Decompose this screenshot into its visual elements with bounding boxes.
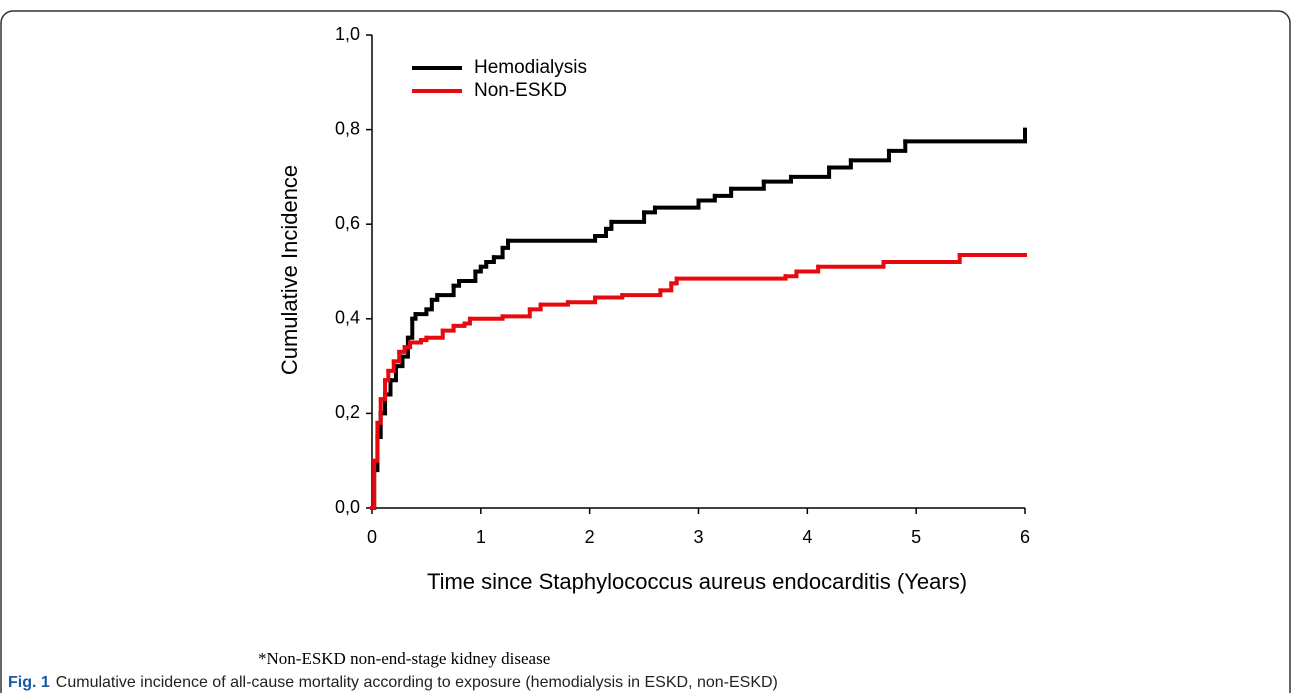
step-segment <box>712 186 734 198</box>
step-segment <box>457 269 478 283</box>
step-segment <box>593 226 608 239</box>
y-tick-label: 0,2 <box>335 402 360 422</box>
figure-frame <box>0 10 1291 693</box>
step-segment <box>696 193 717 203</box>
step-segment <box>391 349 402 364</box>
step-segment <box>603 219 614 231</box>
legend-label: Non-ESKD <box>474 80 567 101</box>
x-tick-label: 4 <box>802 527 812 547</box>
step-segment <box>506 234 598 243</box>
step-segment <box>435 283 456 298</box>
step-segment <box>881 252 962 265</box>
step-segment <box>491 245 505 260</box>
step-segment <box>620 288 663 298</box>
step-segment <box>565 295 598 305</box>
caption-text: Cumulative incidence of all-cause mortal… <box>56 674 778 691</box>
x-tick-label: 2 <box>585 527 595 547</box>
footnote: *Non-ESKD non-end-stage kidney disease <box>258 649 550 668</box>
step-segment <box>674 274 788 281</box>
step-segment <box>609 210 647 224</box>
step-segment <box>424 328 445 340</box>
step-segment <box>827 158 853 170</box>
step-segment <box>370 458 377 510</box>
step-segment <box>761 174 794 184</box>
legend-label: Hemodialysis <box>474 57 587 78</box>
step-segment <box>500 238 511 250</box>
step-segment <box>789 165 832 179</box>
step-segment <box>593 293 625 300</box>
x-tick-label: 5 <box>911 527 921 547</box>
x-axis-label: Time since Staphylococcus aureus endocar… <box>427 569 967 594</box>
y-tick-label: 0,6 <box>335 213 360 233</box>
step-segment <box>658 281 674 293</box>
step-segment <box>383 368 391 383</box>
y-axis-label: Cumulative Incidence <box>277 165 302 375</box>
y-tick-label: 0,8 <box>335 118 360 138</box>
step-segment <box>729 179 766 191</box>
step-segment <box>378 378 388 402</box>
step-segment <box>794 264 821 274</box>
step-segment <box>424 297 434 312</box>
step-segment <box>467 314 505 321</box>
x-tick-label: 0 <box>367 527 377 547</box>
step-segment <box>848 148 891 163</box>
step-segment <box>816 260 886 269</box>
step-segment <box>500 307 532 319</box>
step-segment <box>386 359 396 373</box>
step-segment <box>652 198 701 210</box>
step-segment <box>405 316 415 340</box>
x-tick-label: 3 <box>693 527 703 547</box>
y-tick-label: 1,0 <box>335 24 360 44</box>
step-segment <box>903 127 1027 144</box>
step-segment <box>538 300 570 307</box>
step-segment <box>372 420 380 463</box>
y-tick-label: 0,4 <box>335 308 360 328</box>
y-tick-label: 0,0 <box>335 497 360 517</box>
step-segment <box>375 397 383 425</box>
caption: Fig. 1 Cumulative incidence of all-cause … <box>8 674 778 691</box>
step-segment <box>886 139 908 153</box>
step-segment <box>388 364 398 383</box>
x-tick-label: 6 <box>1020 527 1030 547</box>
step-segment <box>400 335 410 359</box>
step-segment <box>393 354 405 369</box>
x-tick-label: 1 <box>476 527 486 547</box>
caption-label: Fig. 1 <box>8 674 50 691</box>
